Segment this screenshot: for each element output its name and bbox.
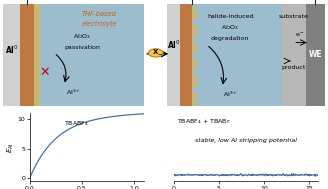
Text: Al$_2$O$_3$: Al$_2$O$_3$ xyxy=(221,23,239,32)
Text: electrolyte: electrolyte xyxy=(81,21,117,27)
Text: X: X xyxy=(153,49,158,55)
Text: halide-induced: halide-induced xyxy=(207,14,254,19)
Bar xyxy=(192,74,197,88)
Text: degradation: degradation xyxy=(211,36,249,41)
Bar xyxy=(282,4,306,106)
Bar xyxy=(180,4,193,106)
Text: Al$^0$: Al$^0$ xyxy=(5,43,19,56)
Text: −: − xyxy=(157,51,162,56)
Bar xyxy=(40,4,144,106)
Bar xyxy=(192,91,197,105)
Bar xyxy=(193,4,282,106)
Bar xyxy=(34,4,40,106)
Text: Al$^0$: Al$^0$ xyxy=(167,38,180,51)
Bar xyxy=(20,4,34,106)
Text: Al$_2$O$_3$: Al$_2$O$_3$ xyxy=(73,32,92,41)
Bar xyxy=(192,40,197,54)
Bar xyxy=(3,4,20,106)
Text: product: product xyxy=(282,65,306,70)
Bar xyxy=(192,23,197,37)
Text: e$^-$: e$^-$ xyxy=(295,32,305,39)
Text: stable, low Al stripping potential: stable, low Al stripping potential xyxy=(195,138,297,143)
Circle shape xyxy=(149,49,163,57)
Text: THF-based: THF-based xyxy=(82,11,117,17)
Text: substrate: substrate xyxy=(279,14,309,19)
Text: TBABF$_4$ + TBABr: TBABF$_4$ + TBABr xyxy=(177,117,231,126)
Bar xyxy=(167,4,180,106)
Text: Al$^{3+}$: Al$^{3+}$ xyxy=(66,88,81,97)
Text: passivation: passivation xyxy=(64,45,100,50)
Bar xyxy=(192,57,197,71)
Text: ✕: ✕ xyxy=(39,66,50,79)
Bar xyxy=(306,4,325,106)
Y-axis label: $E_\mathrm{Al}$: $E_\mathrm{Al}$ xyxy=(6,142,16,153)
Text: Al$^{3+}$: Al$^{3+}$ xyxy=(223,90,238,99)
Text: TBABF$_4$: TBABF$_4$ xyxy=(64,119,89,128)
Text: WE: WE xyxy=(308,50,322,59)
Bar xyxy=(192,6,197,20)
